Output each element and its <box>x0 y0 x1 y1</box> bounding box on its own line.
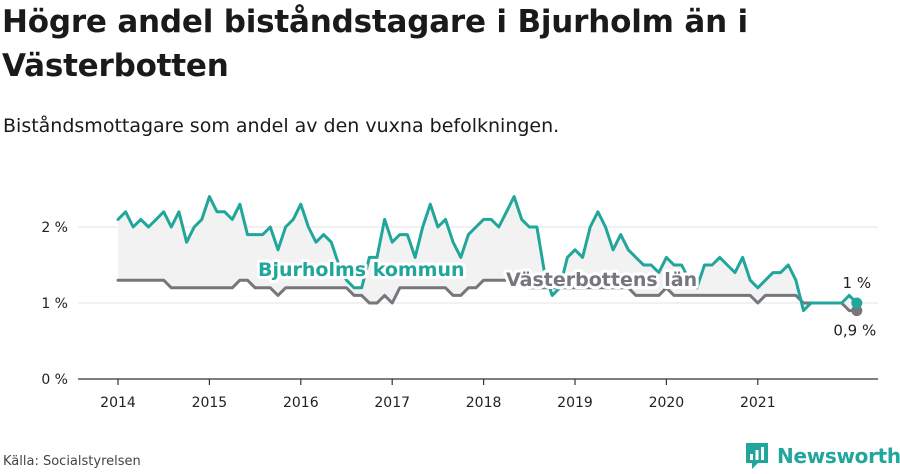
series-label-bjurholm: Bjurholms kommun <box>258 259 465 281</box>
x-tick-label: 2016 <box>283 395 319 411</box>
y-tick-label: 2 % <box>41 220 68 236</box>
brand-logo: Newsworthy <box>744 441 900 471</box>
x-tick-label: 2019 <box>557 395 593 411</box>
bjurholm-line <box>116 195 859 313</box>
series-lines <box>116 195 863 317</box>
axes: 0 % 1 % 2 % 2014 2015 2016 2017 2018 2019 2020 202… <box>41 220 878 411</box>
source-note: Källa: Socialstyrelsen <box>3 454 141 469</box>
x-tick-label: 2015 <box>192 395 228 411</box>
x-tick-label: 2014 <box>100 395 136 411</box>
end-label-vasterbotten: 0,9 % <box>833 322 876 340</box>
vasterbotten-line <box>116 278 859 313</box>
end-label-bjurholm: 1 % <box>843 274 872 292</box>
series-labels: Bjurholms kommun Västerbottens län 1 % 0,9 … <box>255 256 879 343</box>
difference-band-area <box>118 196 857 311</box>
chart-subtitle: Biståndsmottagare som andel av den vuxna… <box>3 115 560 137</box>
bjurholm-line-end-point <box>851 297 863 309</box>
x-tick-label: 2020 <box>649 395 685 411</box>
vasterbotten-line-end-point <box>851 305 863 317</box>
chart-title: Högre andel biståndstagare i Bjurholm än… <box>2 4 748 84</box>
brand-name: Newsworthy <box>777 444 900 468</box>
x-tick-label: 2018 <box>466 395 502 411</box>
difference-band <box>118 196 857 311</box>
newsworthy-logo-icon <box>746 443 768 469</box>
y-tick-label: 1 % <box>41 296 68 312</box>
x-tick-label: 2021 <box>740 395 776 411</box>
series-label-vasterbotten: Västerbottens län <box>506 269 697 291</box>
x-tick-label: 2017 <box>374 395 410 411</box>
y-tick-label: 0 % <box>41 372 68 388</box>
